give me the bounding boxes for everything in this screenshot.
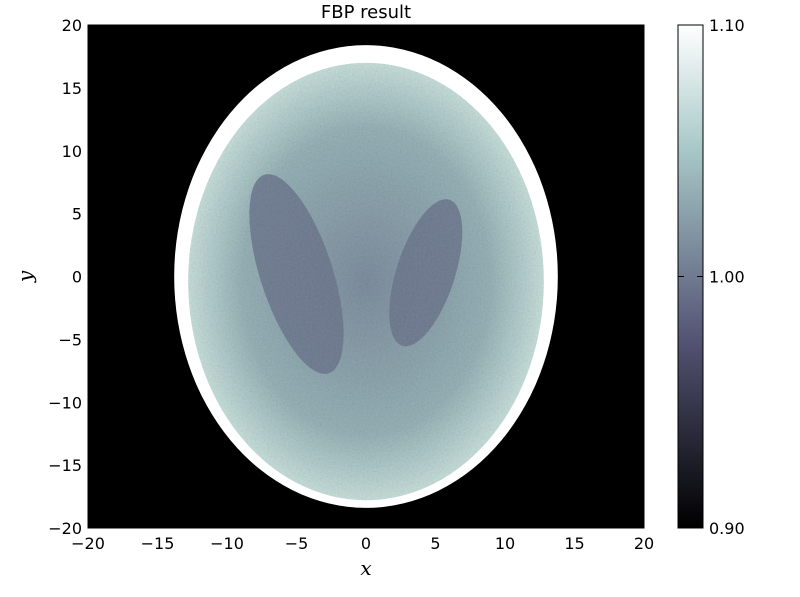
- x-tick-label: −5: [285, 534, 309, 553]
- colorbar-tick-label: 1.00: [709, 268, 745, 287]
- phantom-inner-region: [188, 62, 544, 501]
- y-tick-label: −10: [48, 393, 82, 412]
- phantom-right-ellipse: [389, 199, 463, 347]
- colorbar-tick-label: 0.90: [709, 519, 745, 538]
- phantom-inner-ellipse: [188, 62, 544, 501]
- y-tick-label: 5: [72, 205, 82, 224]
- phantom-left-ellipse: [249, 174, 344, 374]
- y-axis-label: y: [13, 270, 37, 283]
- x-tick-label: −10: [210, 534, 244, 553]
- x-tick-label: 5: [430, 534, 440, 553]
- y-tick-label: −5: [58, 330, 82, 349]
- x-tick-label: −20: [71, 534, 105, 553]
- x-tick-label: −15: [141, 534, 175, 553]
- y-tick-label: 20: [62, 16, 82, 35]
- y-tick-label: 0: [72, 268, 82, 287]
- y-tick-label: 15: [62, 79, 82, 98]
- plot-area: [87, 24, 645, 529]
- chart-title: FBP result: [321, 2, 411, 23]
- x-tick-label: 10: [495, 534, 515, 553]
- colorbar-ticks: 0.90 1.00 1.10: [678, 16, 745, 538]
- x-axis: −20 −15 −10 −5 0 5 10 15 20: [71, 25, 654, 553]
- phantom-image: [174, 45, 558, 508]
- colorbar-tick-label: 1.10: [709, 16, 745, 35]
- x-tick-label: 20: [634, 534, 654, 553]
- y-tick-label: 10: [62, 142, 82, 161]
- y-axis: −20 −15 −10 −5 0 5 10 15 20: [48, 16, 644, 538]
- x-tick-label: 0: [361, 534, 371, 553]
- x-tick-label: 15: [564, 534, 584, 553]
- y-tick-label: −20: [48, 519, 82, 538]
- x-axis-label: x: [360, 556, 371, 580]
- phantom-inner-texture: [188, 62, 544, 501]
- y-tick-label: −15: [48, 456, 82, 475]
- colorbar: 0.90 1.00 1.10: [677, 16, 745, 538]
